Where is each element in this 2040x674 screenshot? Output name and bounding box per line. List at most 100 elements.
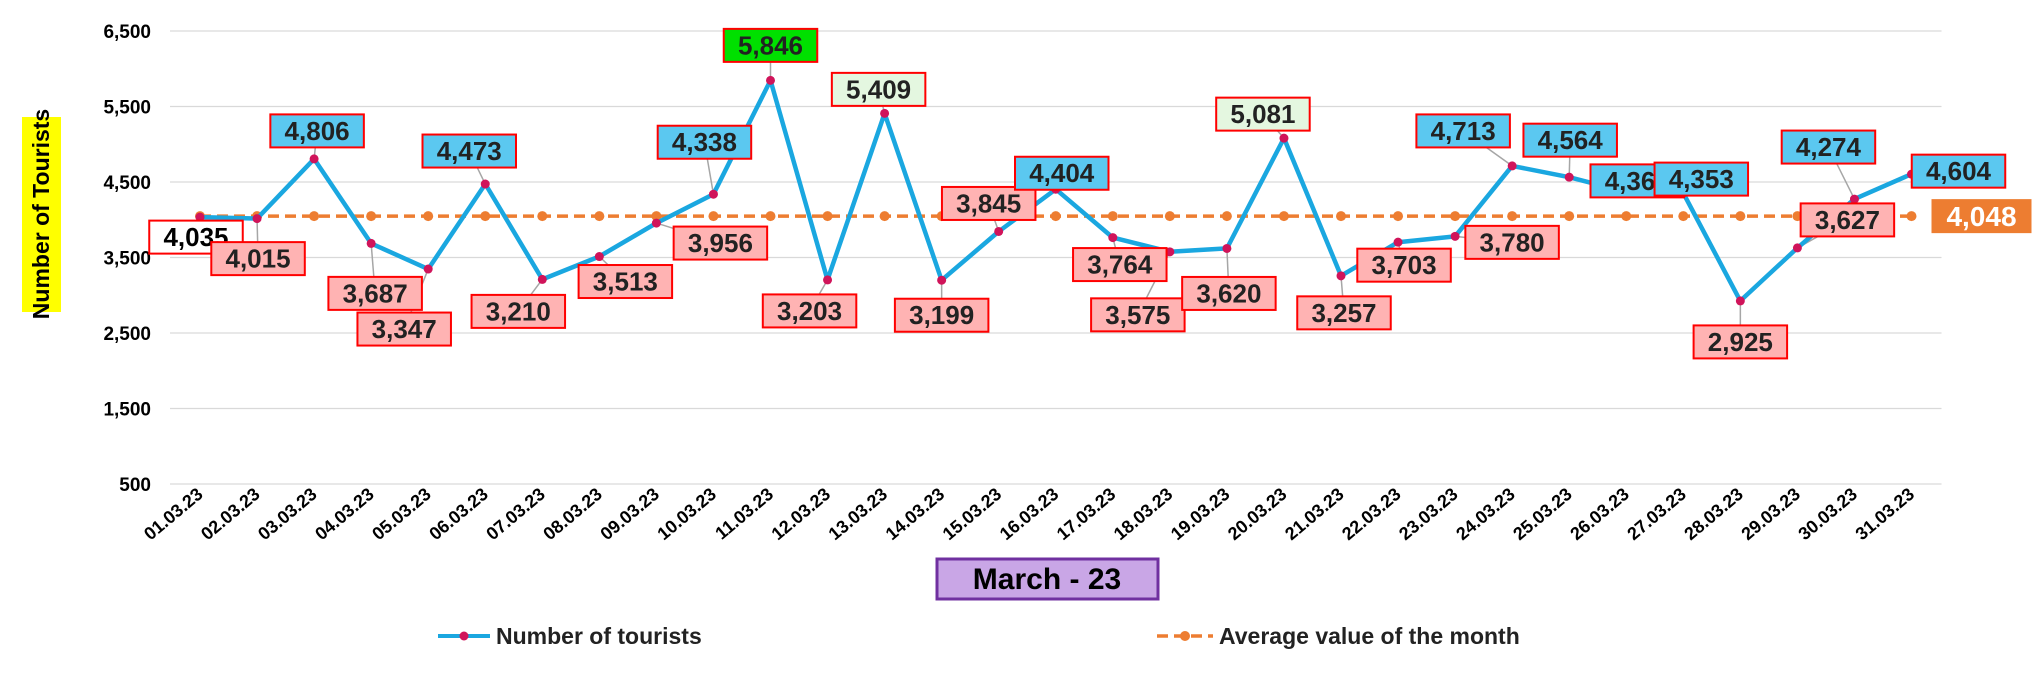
tourists-point [1735,296,1745,306]
data-label-box [1090,297,1186,333]
data-label: 3,210 [486,296,551,326]
x-tick-label: 06.03.23 [425,484,492,544]
tourists-point [1564,172,1574,182]
x-tick-label: 28.03.23 [1680,484,1747,544]
data-label-box [1072,247,1168,283]
tourists-point [1450,231,1460,241]
data-label: 4,806 [285,116,350,146]
tourists-point [766,75,775,85]
average-point [1050,211,1061,222]
data-label-box [1296,295,1392,331]
legend-tourists-label: Number of tourists [496,623,702,649]
average-point [1393,211,1404,222]
x-tick-label: 20.03.23 [1224,484,1291,544]
x-tick-label: 25.03.23 [1509,484,1576,544]
x-tick-label: 21.03.23 [1281,484,1348,544]
tourists-point [994,226,1004,236]
x-tick-label: 11.03.23 [711,484,777,544]
data-label: 3,513 [593,267,658,297]
x-tick-label: 05.03.23 [368,484,435,544]
average-point [1221,211,1232,222]
x-tick-label: 24.03.23 [1452,484,1519,544]
y-axis-ticks: 500 1,500 2,500 3,500 4,500 5,500 6,500 [103,22,151,496]
y-tick-label: 1,500 [103,400,151,421]
x-tick-label: 26.03.23 [1566,484,1633,544]
data-label: 3,687 [343,278,408,308]
data-label-box [210,241,306,277]
x-tick-label: 14.03.23 [882,484,949,544]
data-label-box [1464,224,1560,260]
tourists-point [1507,161,1517,171]
data-label: 5,081 [1230,99,1295,129]
data-label-box [830,71,927,107]
data-label-box [1799,202,1896,238]
x-tick-label: 22.03.23 [1338,484,1405,544]
x-axis-title-bg [935,557,1160,601]
data-label-box [269,113,365,149]
legend-average-label: Average value of the month [1219,623,1520,649]
data-label: 3,703 [1372,250,1437,280]
average-point [1107,211,1118,222]
average-label: 4,048 [1946,201,2016,232]
y-axis-title: Number of Tourists [22,109,61,319]
y-tick-label: 6,500 [103,22,151,43]
y-tick-label: 3,500 [103,249,151,270]
x-tick-label: 10.03.23 [653,484,720,544]
x-tick-label: 30.03.23 [1794,484,1861,544]
data-label-box [1653,161,1750,197]
average-point [1164,211,1175,222]
data-label-box [356,311,452,347]
x-tick-label: 03.03.23 [254,484,321,544]
tourists-point [252,214,262,224]
x-tick-label: 19.03.23 [1167,484,1234,544]
data-labels: 4,0354,0154,8063,6873,3474,4733,2103,513… [148,27,2032,360]
data-label-box [656,124,753,160]
data-label-box [1415,113,1511,149]
data-label-box [1692,324,1789,360]
data-label: 3,257 [1311,298,1376,328]
data-label: 3,780 [1480,227,1545,257]
x-tick-label: 27.03.23 [1623,484,1690,544]
x-tick-label: 12.03.23 [768,484,835,544]
data-label: 3,845 [956,188,1021,218]
data-label: 3,956 [688,228,753,258]
data-label: 5,846 [738,30,803,60]
tourists-point [1279,133,1289,143]
data-label-box [672,225,769,261]
data-label-box [577,264,674,300]
data-label: 3,627 [1815,205,1880,235]
average-point [1336,211,1346,222]
average-point [879,211,890,222]
data-label: 3,575 [1105,300,1170,330]
average-point [1564,211,1575,222]
data-label-box [761,293,858,329]
average-point [1278,211,1289,222]
data-label: 4,604 [1926,156,1992,186]
tourists-point [366,238,376,248]
average-point [651,211,662,222]
tourists-point [1792,243,1802,253]
x-tick-label: 13.03.23 [825,484,892,544]
data-label: 5,409 [846,74,911,104]
data-label: 2,925 [1708,327,1773,357]
average-point [1450,211,1461,222]
tourists-point [880,108,890,118]
average-label-box [1931,199,2032,234]
data-label-box [327,275,423,311]
x-axis-ticks: 01.03.2302.03.2303.03.2304.03.2305.03.23… [140,484,1918,544]
data-label-box [470,293,567,329]
data-label-box [1522,122,1618,158]
data-label-box [722,27,819,63]
x-tick-label: 31.03.23 [1852,484,1919,544]
data-label: 4,274 [1796,132,1862,162]
data-label: 4,353 [1669,164,1734,194]
tourists-point [195,212,205,222]
average-point [1906,211,1917,222]
average-point [537,211,548,222]
x-tick-label: 15.03.23 [939,484,1006,544]
x-tick-label: 29.03.23 [1737,484,1804,544]
data-label-box [940,185,1037,221]
x-tick-label: 18.03.23 [1110,484,1177,544]
data-label: 4,713 [1431,116,1496,146]
